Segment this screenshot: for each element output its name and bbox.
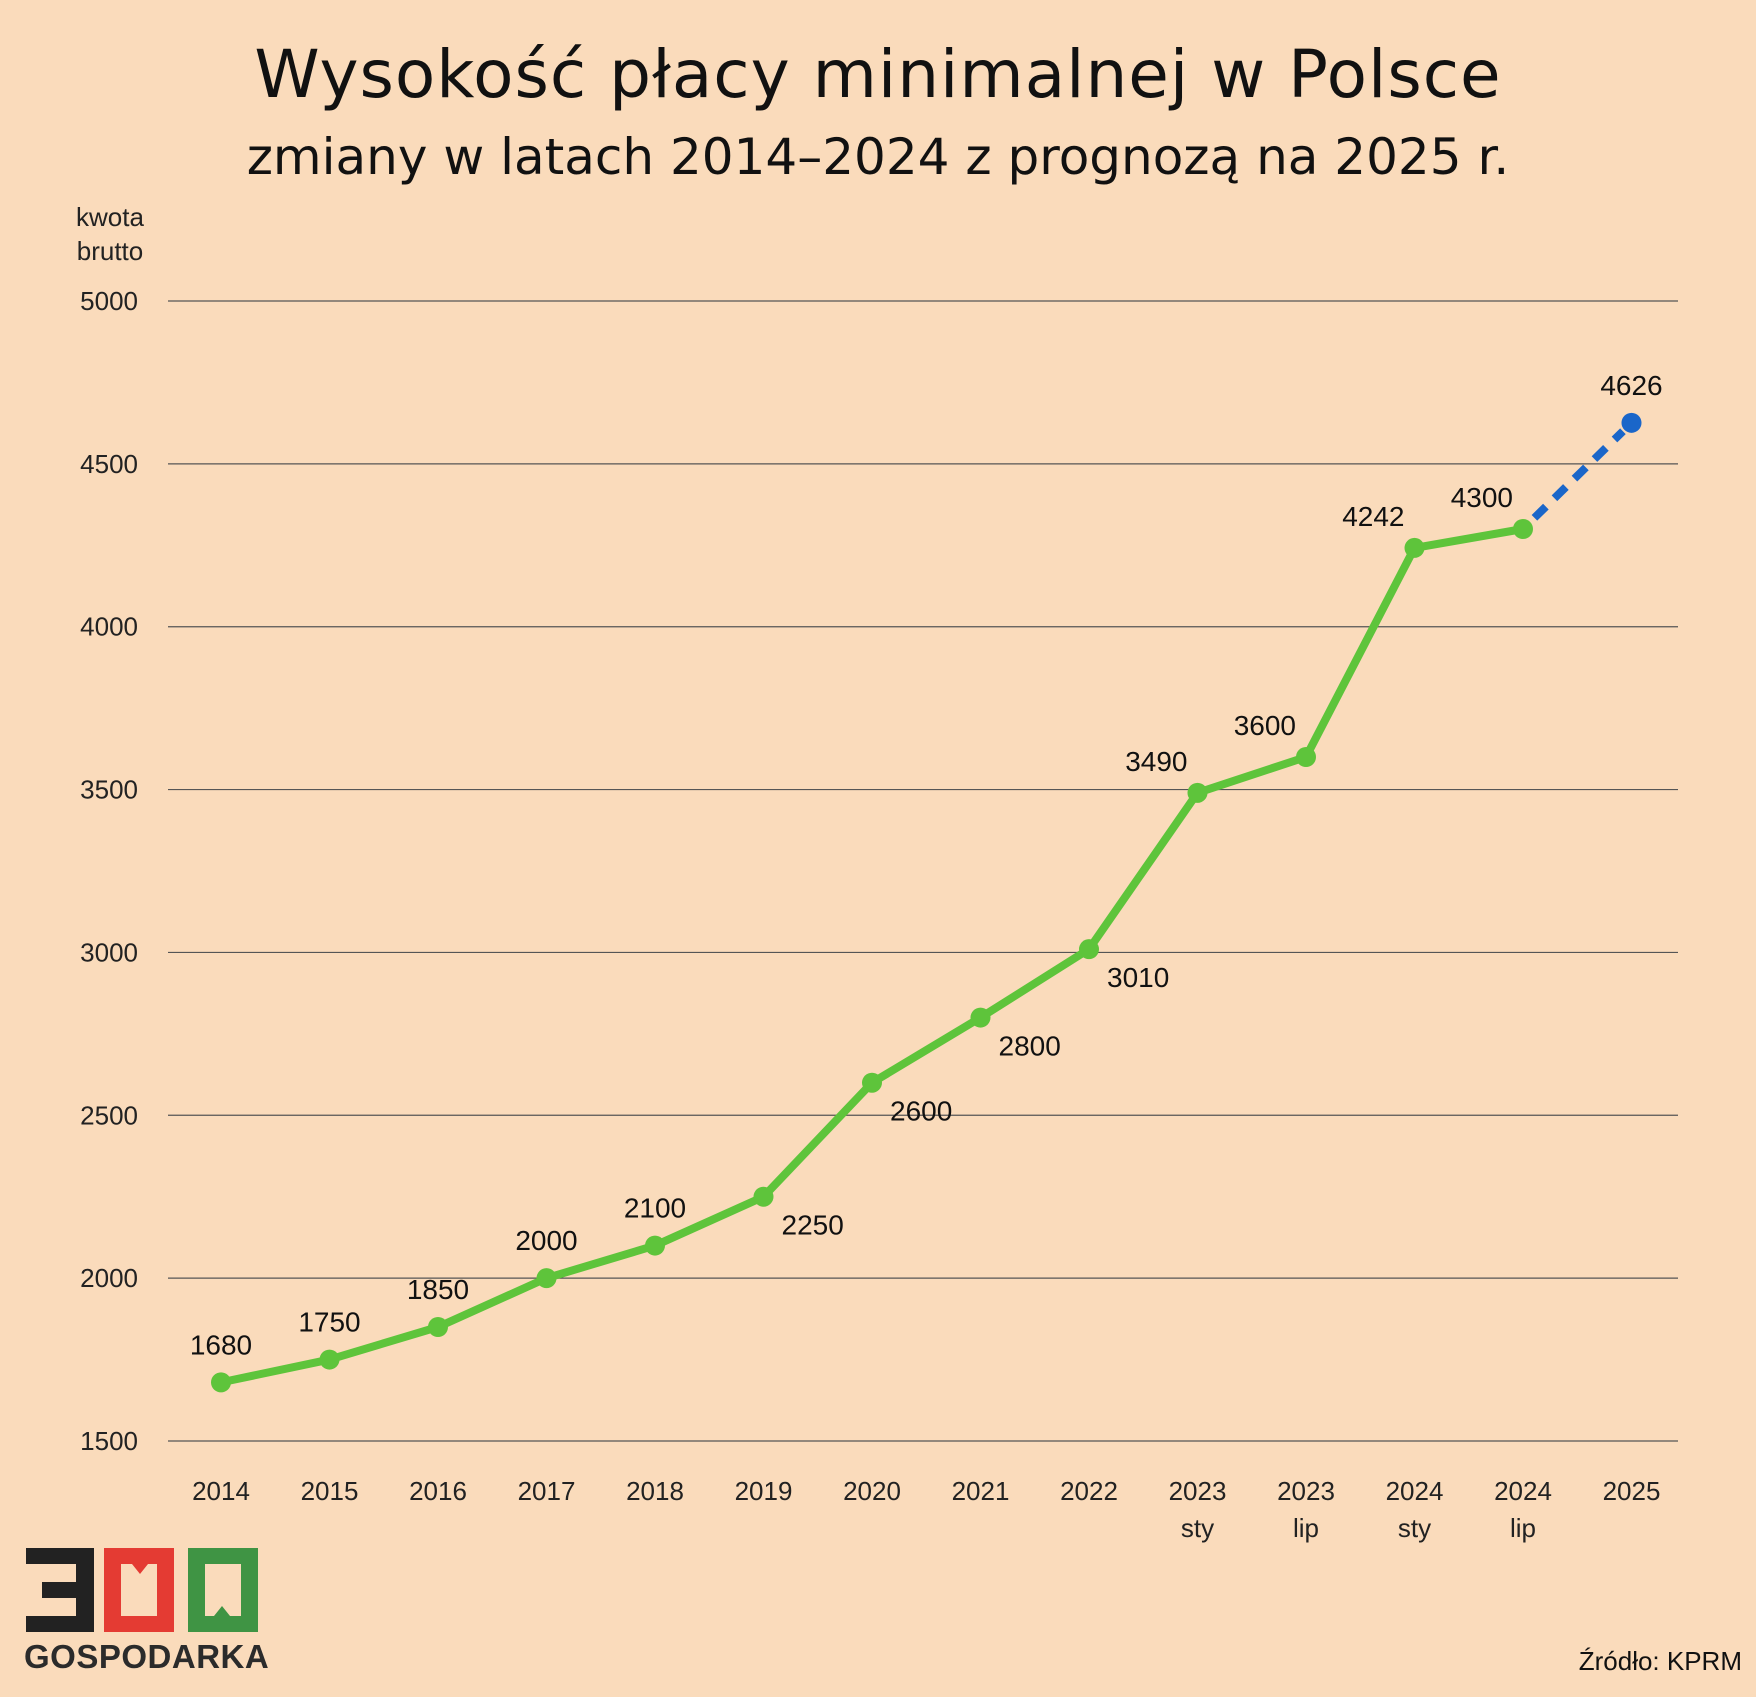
y-tick-label: 3500: [80, 775, 138, 805]
data-label: 4300: [1451, 482, 1513, 513]
gridlines: [168, 300, 1678, 1442]
logo-digit-0-red: [104, 1548, 174, 1632]
x-tick-label: 2023: [1169, 1476, 1227, 1506]
x-tick-label: 2024: [1494, 1476, 1552, 1506]
x-tick-label: 2014: [192, 1476, 250, 1506]
data-label: 4242: [1342, 501, 1404, 532]
x-tick-labels: 2014 2015 2016 2017 2018 2019 2020 2021 2022 2023…: [192, 1476, 1660, 1543]
data-label: 3010: [1107, 962, 1169, 993]
x-tick-label: sty: [1398, 1513, 1431, 1543]
y-tick-labels: 1500 2000 2500 3000 3500 4000 4500 5000: [80, 286, 138, 1456]
x-tick-label: 2024: [1386, 1476, 1444, 1506]
data-point: [1296, 747, 1316, 767]
source-note: Źródło: KPRM: [1578, 1646, 1742, 1676]
logo-300-icon: [26, 1548, 258, 1632]
data-label: 2000: [515, 1225, 577, 1256]
data-label: 4626: [1600, 370, 1662, 401]
x-tick-label: 2017: [518, 1476, 576, 1506]
y-tick-label: 5000: [80, 286, 138, 316]
data-point: [1187, 782, 1208, 803]
y-tick-label: 3000: [80, 937, 138, 967]
x-tick-label: 2016: [409, 1476, 467, 1506]
y-tick-label: 1500: [80, 1426, 138, 1456]
series-lines: [217, 428, 1626, 1387]
data-label: 2250: [782, 1210, 844, 1241]
x-tick-label: 2018: [626, 1476, 684, 1506]
y-tick-label: 2000: [80, 1263, 138, 1293]
logo-digit-0-green: [188, 1548, 258, 1632]
x-tick-label: lip: [1510, 1513, 1536, 1543]
y-axis-label: kwota brutto: [76, 202, 144, 266]
y-tick-label: 4500: [80, 449, 138, 479]
data-point: [1079, 939, 1099, 960]
forecast-point: [1621, 412, 1642, 433]
data-label: 2100: [624, 1193, 686, 1224]
data-point: [862, 1072, 882, 1093]
data-point: [645, 1235, 665, 1256]
x-tick-label: 2019: [735, 1476, 793, 1506]
data-point: [753, 1186, 774, 1207]
forecast-line: [1531, 428, 1626, 521]
x-tick-label: 2023: [1277, 1476, 1335, 1506]
x-tick-label: sty: [1181, 1513, 1214, 1543]
chart-subtitle: zmiany w latach 2014–2024 z prognozą na …: [246, 128, 1510, 186]
data-labels: 1680 1750 1850 2000 2100 2250 2600 2800 3010 3490…: [190, 370, 1663, 1361]
data-label: 1850: [407, 1274, 469, 1305]
data-point: [211, 1372, 231, 1393]
data-label: 2600: [890, 1096, 952, 1127]
series-line: [217, 525, 1527, 1387]
data-point: [1404, 537, 1425, 558]
x-tick-label: lip: [1293, 1513, 1319, 1543]
x-tick-label: 2025: [1603, 1476, 1661, 1506]
chart-title: Wysokość płacy minimalnej w Polsce: [254, 36, 1502, 113]
data-point: [319, 1349, 340, 1370]
data-point: [536, 1268, 557, 1289]
x-tick-label: 2021: [952, 1476, 1010, 1506]
data-point: [970, 1007, 991, 1028]
logo-wordmark: GOSPODARKA: [24, 1638, 270, 1675]
y-tick-label: 4000: [80, 612, 138, 642]
data-label: 2800: [999, 1031, 1061, 1062]
logo-digit-3: [26, 1548, 94, 1632]
data-label: 1750: [298, 1307, 360, 1338]
data-point: [1513, 519, 1533, 539]
data-point: [428, 1317, 448, 1337]
data-points: [211, 412, 1642, 1393]
x-tick-label: 2020: [843, 1476, 901, 1506]
x-tick-label: 2015: [301, 1476, 359, 1506]
data-label: 3600: [1234, 710, 1296, 741]
data-label: 1680: [190, 1329, 252, 1360]
y-tick-label: 2500: [80, 1100, 138, 1130]
x-tick-label: 2022: [1060, 1476, 1118, 1506]
data-label: 3490: [1125, 746, 1187, 777]
